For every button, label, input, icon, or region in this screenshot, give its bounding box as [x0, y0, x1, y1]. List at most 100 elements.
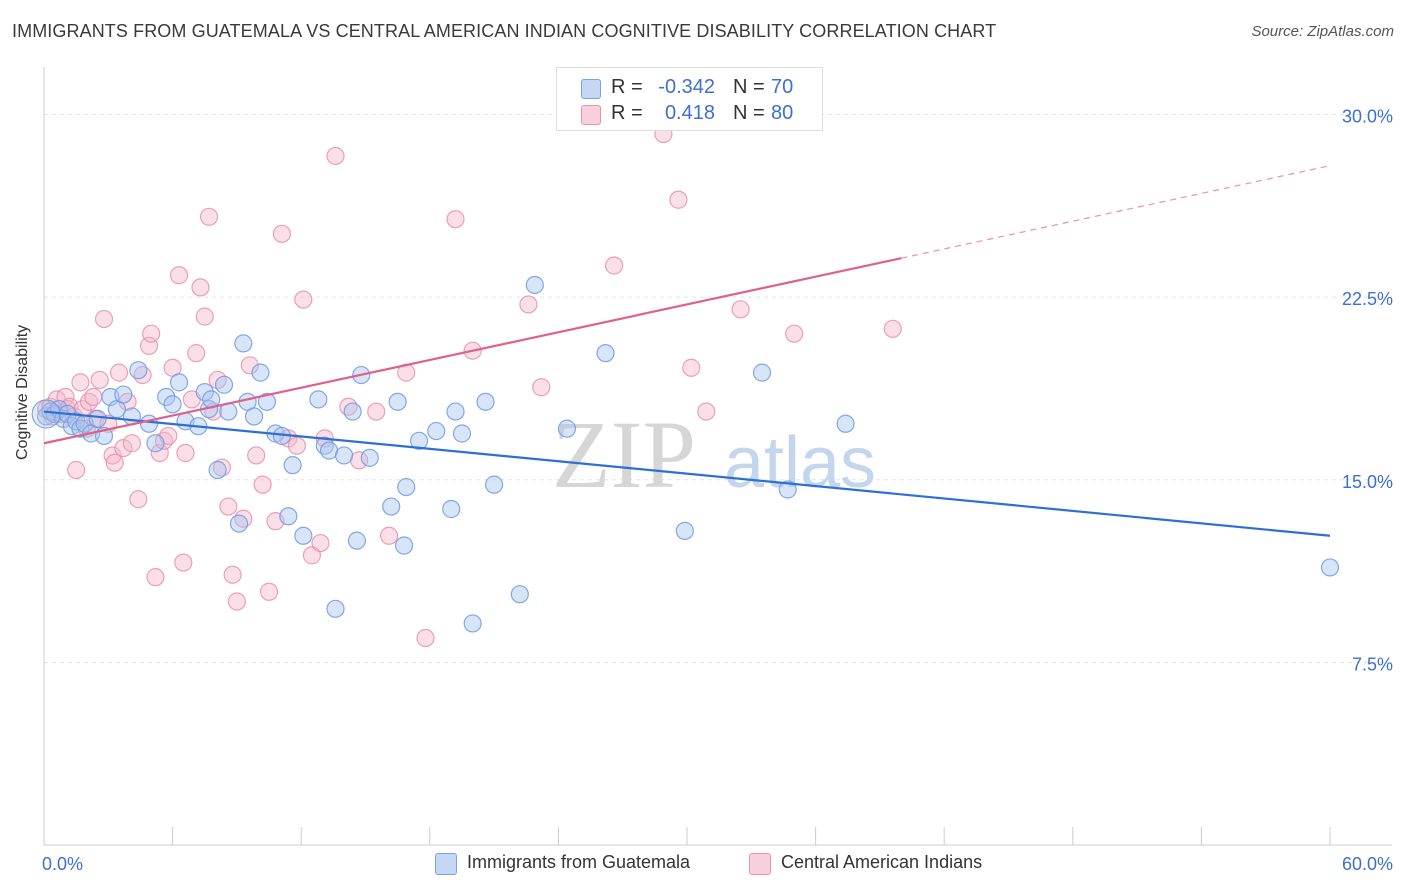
- data-point: [31, 399, 61, 429]
- data-point: [208, 460, 227, 480]
- data-point: [785, 324, 804, 343]
- data-point: [532, 378, 551, 397]
- data-point: [176, 443, 195, 463]
- r-label: R =: [611, 76, 643, 98]
- data-point: [234, 334, 253, 353]
- y-tick-label: 7.5%: [1352, 654, 1393, 674]
- data-point: [294, 526, 313, 545]
- data-point: [427, 421, 446, 441]
- data-point: [675, 521, 694, 540]
- data-point: [279, 507, 298, 526]
- data-point: [669, 190, 688, 209]
- data-point: [326, 599, 345, 618]
- data-point: [109, 363, 129, 382]
- r-value: -0.342: [658, 76, 715, 98]
- data-point: [452, 424, 472, 443]
- data-point: [778, 480, 797, 499]
- tick-labels: 7.5% 15.0% 22.5% 30.0% 0.0% 60.0%: [42, 107, 1393, 874]
- data-point: [525, 275, 544, 295]
- blue-swatch: [435, 853, 457, 875]
- data-point: [272, 224, 292, 243]
- data-point: [294, 290, 313, 309]
- data-point: [142, 324, 161, 343]
- data-point: [103, 446, 122, 465]
- stats-legend: R = -0.342 N = 70 R = 0.418 N = 80: [556, 67, 823, 131]
- data-point: [129, 361, 148, 380]
- watermark-atlas: atlas: [724, 423, 876, 503]
- data-point: [446, 210, 465, 229]
- data-point: [463, 614, 482, 633]
- data-point: [326, 146, 345, 166]
- data-point: [114, 439, 133, 458]
- y-tick-label: 15.0%: [1342, 472, 1393, 492]
- data-point: [731, 300, 750, 319]
- data-point: [146, 434, 165, 453]
- data-point: [752, 363, 772, 382]
- data-point: [163, 395, 182, 414]
- trend-line-central-american-indians: [43, 257, 902, 445]
- data-point: [257, 392, 277, 411]
- data-point: [169, 266, 189, 285]
- n-value: 80: [771, 102, 794, 124]
- r-label: R =: [611, 102, 643, 124]
- data-point: [697, 402, 716, 421]
- data-point: [397, 477, 416, 497]
- data-point: [388, 392, 407, 411]
- y-tick-label: 30.0%: [1342, 107, 1393, 127]
- pink-swatch: [581, 105, 601, 125]
- data-point: [442, 499, 461, 519]
- data-point: [309, 390, 328, 409]
- data-point: [319, 441, 339, 460]
- data-point: [146, 568, 165, 587]
- data-point: [195, 307, 214, 326]
- data-point: [174, 553, 193, 572]
- trend-line-extension: [901, 165, 1331, 259]
- chart-title: IMMIGRANTS FROM GUATEMALA VS CENTRAL AME…: [12, 21, 997, 41]
- data-point: [229, 514, 249, 533]
- data-point: [259, 582, 279, 601]
- y-tick-label: 22.5%: [1342, 289, 1393, 309]
- data-point: [214, 375, 234, 394]
- data-point: [394, 536, 414, 555]
- data-point: [94, 309, 114, 329]
- r-value: 0.418: [664, 102, 715, 124]
- data-point: [114, 385, 133, 404]
- data-point: [122, 434, 141, 453]
- data-point: [510, 585, 529, 604]
- data-point: [157, 387, 176, 407]
- data-point: [557, 419, 577, 438]
- data-point: [485, 475, 504, 494]
- data-point: [367, 402, 386, 421]
- legend-label: Central American Indians: [781, 852, 983, 872]
- data-point: [836, 414, 855, 433]
- data-point: [199, 207, 219, 226]
- data-point: [343, 402, 362, 421]
- data-point: [88, 409, 107, 428]
- data-point: [311, 533, 330, 553]
- data-point: [244, 407, 264, 426]
- legend-label: Immigrants from Guatemala: [467, 852, 691, 872]
- data-point: [169, 373, 189, 392]
- data-point: [347, 531, 367, 550]
- data-point: [129, 490, 148, 509]
- trend-lines: [43, 165, 1331, 537]
- x-tick-label: 60.0%: [1342, 854, 1393, 874]
- data-point: [105, 453, 124, 472]
- data-point: [253, 475, 272, 494]
- n-value: 70: [771, 76, 794, 98]
- data-point: [71, 373, 90, 392]
- data-point: [1320, 558, 1340, 577]
- series-immigrants-from-guatemala: [31, 275, 1340, 633]
- data-point: [139, 414, 159, 433]
- trend-line-guatemala: [43, 410, 1331, 537]
- data-point: [219, 497, 238, 516]
- data-point: [90, 370, 109, 390]
- data-point: [334, 446, 354, 465]
- data-point: [227, 592, 246, 611]
- gridlines: [44, 114, 1392, 663]
- data-point: [187, 344, 206, 363]
- data-point: [223, 565, 242, 584]
- data-point: [195, 383, 214, 402]
- data-point: [287, 436, 307, 455]
